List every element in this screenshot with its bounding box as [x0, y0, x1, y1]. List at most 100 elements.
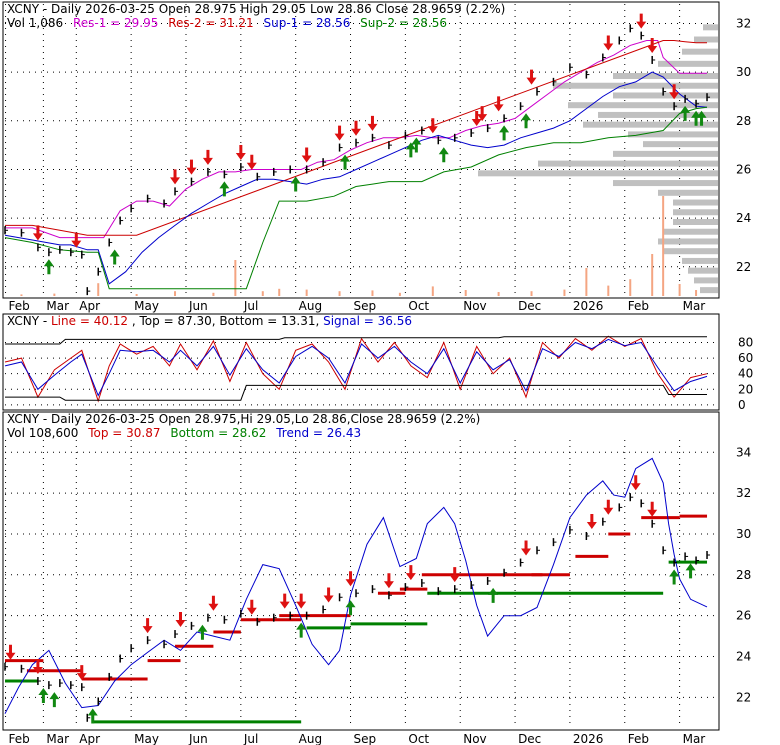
sell-arrow	[477, 106, 488, 122]
buy-arrow	[219, 181, 230, 197]
x-tick-label: Feb	[628, 299, 649, 313]
volume-profile-bar	[673, 219, 718, 225]
oscillator-panel-frame	[2, 313, 720, 411]
volume-bar	[662, 196, 665, 296]
y-tick-label: 22	[736, 690, 751, 704]
volume-bar	[530, 291, 533, 296]
sell-arrow	[246, 154, 257, 170]
buy-arrow	[669, 569, 680, 585]
volume-bar	[651, 254, 654, 296]
volume-profile-bar	[568, 102, 718, 109]
sell-arrow	[603, 35, 614, 51]
sell-arrow	[367, 115, 378, 131]
volume-bar	[212, 292, 215, 296]
volume-bar	[234, 260, 237, 296]
trend-volume-label: Vol 108,600	[7, 426, 78, 440]
volume-bar	[305, 289, 308, 296]
buy-arrow	[488, 587, 499, 603]
sell-arrow	[471, 110, 482, 126]
y-tick-label: 80	[738, 335, 753, 349]
volume-bar	[278, 288, 281, 296]
volume-profile-bar	[628, 131, 718, 138]
volume-profile-bar	[613, 92, 718, 99]
sell-arrow	[334, 125, 345, 141]
x-tick-label: Oct	[408, 732, 429, 745]
y-tick-label: 22	[736, 260, 751, 274]
volume-bar	[97, 283, 100, 296]
buy-arrow	[290, 176, 301, 192]
price-lines	[4, 24, 711, 296]
volume-profile-bar	[664, 248, 718, 255]
volume-bar	[371, 290, 374, 296]
price-volume-label: Vol 1,086	[7, 16, 63, 30]
y-tick-label: 24	[736, 211, 751, 225]
volume-profile-bar	[643, 141, 718, 148]
sell-arrow	[5, 644, 16, 660]
sell-arrow	[636, 13, 647, 29]
volume-profile-bar	[673, 209, 718, 216]
x-tick-label: Dec	[518, 732, 541, 745]
x-tick-label: Sep	[354, 299, 377, 313]
buy-arrow	[405, 142, 416, 158]
buy-arrow	[87, 708, 98, 724]
volume-profile-bar	[664, 228, 718, 235]
y-tick-label: 30	[736, 65, 751, 79]
x-tick-label: Feb	[628, 732, 649, 745]
sell-arrow	[526, 69, 537, 85]
y-tick-label: 60	[738, 351, 753, 365]
sell-arrow	[76, 665, 87, 681]
volume-profile-bar	[703, 24, 718, 31]
series-res-2-line	[5, 40, 707, 236]
x-tick-label: May	[134, 732, 159, 745]
buy-arrow	[296, 622, 307, 638]
buy-arrow	[685, 563, 696, 579]
volume-profile-bar	[478, 170, 718, 177]
buy-arrow	[43, 259, 54, 275]
sell-arrow	[301, 147, 312, 163]
x-tick-label: Feb	[9, 732, 30, 745]
buy-arrow	[38, 688, 49, 704]
volume-bar	[135, 294, 138, 296]
y-tick-label: 26	[736, 162, 751, 176]
sell-arrow	[647, 501, 658, 517]
y-tick-label: 32	[736, 16, 751, 30]
buy-arrow	[109, 249, 120, 265]
volume-bar	[678, 284, 681, 296]
sell-arrow	[603, 499, 614, 515]
x-tick-label: Jul	[243, 732, 258, 745]
osc-symbol-label: XCNY -	[7, 314, 51, 328]
sell-arrow	[175, 612, 186, 628]
x-tick-label: Mar	[46, 732, 69, 745]
y-tick-label: 20	[738, 382, 753, 396]
volume-profile-bar	[658, 238, 718, 245]
res2-label: Res-2 = 31.21	[168, 16, 253, 30]
sup1-label: Sup-1 = 28.56	[263, 16, 350, 30]
sell-arrow	[296, 593, 307, 609]
price-arrows	[32, 13, 707, 275]
sell-arrow	[170, 169, 181, 185]
buy-arrow	[340, 154, 351, 170]
y-tick-label: 40	[738, 367, 753, 381]
volume-bar	[174, 291, 177, 296]
volume-bar	[53, 293, 56, 296]
x-tick-label: Mar	[683, 732, 706, 745]
sell-arrow	[521, 540, 532, 556]
sell-arrow	[586, 514, 597, 529]
y-tick-label: 28	[736, 568, 751, 582]
volume-profile-bar	[613, 180, 718, 187]
sell-arrow	[186, 159, 197, 175]
oscillator-lines	[4, 335, 708, 403]
buy-arrow	[680, 105, 691, 121]
sell-arrow	[630, 475, 641, 491]
volume-bar	[563, 289, 566, 296]
price-panel-frame	[2, 1, 720, 299]
x-tick-label: Nov	[463, 732, 486, 745]
volume-profile	[478, 24, 718, 294]
volume-profile-bar	[613, 73, 718, 79]
x-tick-label: Aug	[299, 732, 322, 745]
trend-value-label: Trend = 26.43	[275, 426, 361, 440]
osc-topbottom-label: , Top = 87.30, Bottom = 13.31,	[132, 314, 323, 328]
sell-arrow	[208, 595, 219, 611]
volume-bar	[585, 268, 588, 296]
x-tick-label: Mar	[46, 299, 69, 313]
